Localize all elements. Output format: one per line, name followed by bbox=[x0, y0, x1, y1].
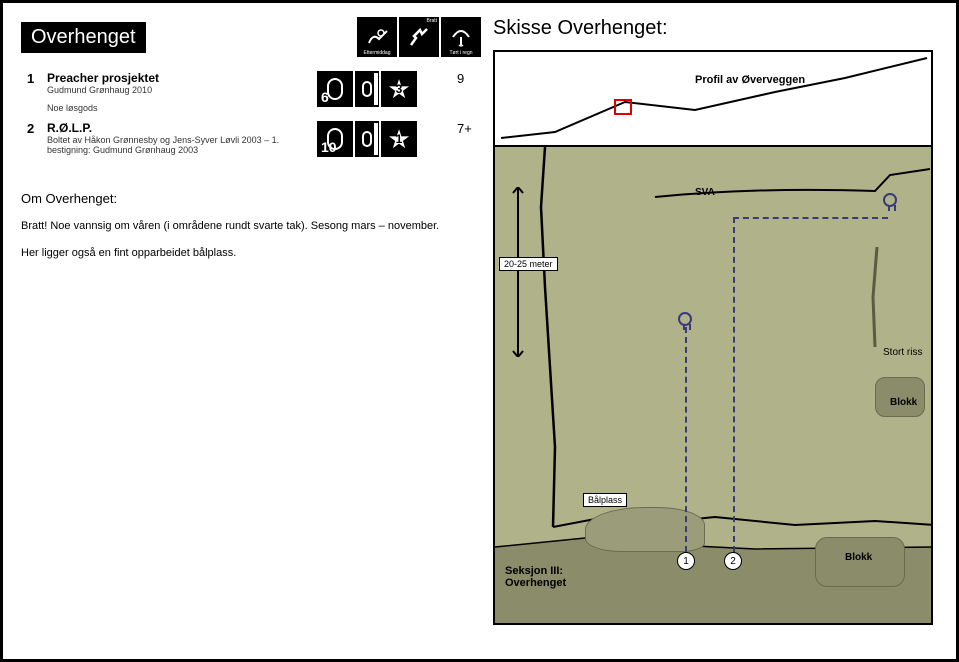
sva-label: SVA bbox=[695, 187, 715, 198]
about-title: Om Overhenget: bbox=[21, 191, 481, 206]
route-circle: 1 bbox=[677, 552, 695, 570]
route-note: Noe løsgods bbox=[47, 103, 305, 113]
blokk-label: Blokk bbox=[845, 552, 872, 563]
table-row: 2 R.Ø.L.P. Boltet av Håkon Grønnesby og … bbox=[21, 117, 481, 161]
route-number: 1 bbox=[21, 67, 41, 117]
route-table: 1 Preacher prosjektet Gudmund Grønhaug 2… bbox=[21, 67, 481, 161]
pikto-cell: 10 ★ 1 bbox=[311, 117, 451, 161]
route-number: 2 bbox=[21, 117, 41, 161]
about-p2: Her ligger også en fint opparbeidet bålp… bbox=[21, 245, 481, 262]
height-label: 20-25 meter bbox=[499, 257, 558, 271]
rain-icon: Tørt i regn bbox=[441, 17, 481, 57]
route-fa: Gudmund Grønhaug 2010 bbox=[47, 85, 305, 95]
pikto-cell: 6 ★ 3 bbox=[311, 67, 451, 117]
quickdraw-icon: 10 bbox=[317, 121, 353, 157]
route-line bbox=[685, 327, 687, 552]
quickdraw-icon bbox=[355, 121, 379, 157]
crag-title: Overhenget bbox=[21, 22, 146, 53]
info-icons: Ettermiddag Bratt Tørt i regn bbox=[357, 17, 481, 57]
profile-line-icon bbox=[495, 52, 933, 147]
balplass-label: Bålplass bbox=[583, 493, 627, 507]
route-info: Preacher prosjektet Gudmund Grønhaug 201… bbox=[41, 67, 311, 117]
route-grade: 7+ bbox=[451, 117, 481, 161]
steep-icon: Bratt bbox=[399, 17, 439, 57]
sketch-title: Skisse Overhenget: bbox=[493, 17, 933, 40]
about-p1: Bratt! Noe vannsig om våren (i områdene … bbox=[21, 218, 481, 235]
quickdraw-icon bbox=[355, 71, 379, 107]
profile-label: Profil av Øverveggen bbox=[695, 74, 805, 86]
star-icon: ★ 3 bbox=[381, 71, 417, 107]
route-grade: 9 bbox=[451, 67, 481, 117]
header-row: Overhenget Ettermiddag Bratt Tørt i regn bbox=[21, 17, 481, 57]
rock-area: 20-25 meter SVA Stort riss Blokk Blokk B… bbox=[495, 147, 931, 623]
profile-strip: Profil av Øverveggen bbox=[495, 52, 931, 147]
anchor-icon bbox=[883, 193, 897, 207]
route-info: R.Ø.L.P. Boltet av Håkon Grønnesby og Je… bbox=[41, 117, 311, 161]
route-line bbox=[733, 217, 735, 552]
anchor-icon bbox=[678, 312, 692, 326]
route-name: Preacher prosjektet bbox=[47, 71, 305, 85]
route-name: R.Ø.L.P. bbox=[47, 121, 305, 135]
height-arrow-icon bbox=[503, 187, 533, 357]
star-icon: ★ 1 bbox=[381, 121, 417, 157]
route-fa: Boltet av Håkon Grønnesby og Jens-Syver … bbox=[47, 135, 305, 155]
route-line bbox=[733, 217, 888, 219]
balplass-shape bbox=[585, 507, 705, 552]
blokk-label: Blokk bbox=[890, 397, 917, 408]
section-label: Seksjon III: Overhenget bbox=[505, 565, 566, 589]
route-circle: 2 bbox=[724, 552, 742, 570]
stortriss-label: Stort riss bbox=[883, 347, 922, 358]
quickdraw-icon: 6 bbox=[317, 71, 353, 107]
sun-icon: Ettermiddag bbox=[357, 17, 397, 57]
topo-map: Profil av Øverveggen bbox=[493, 50, 933, 625]
table-row: 1 Preacher prosjektet Gudmund Grønhaug 2… bbox=[21, 67, 481, 117]
